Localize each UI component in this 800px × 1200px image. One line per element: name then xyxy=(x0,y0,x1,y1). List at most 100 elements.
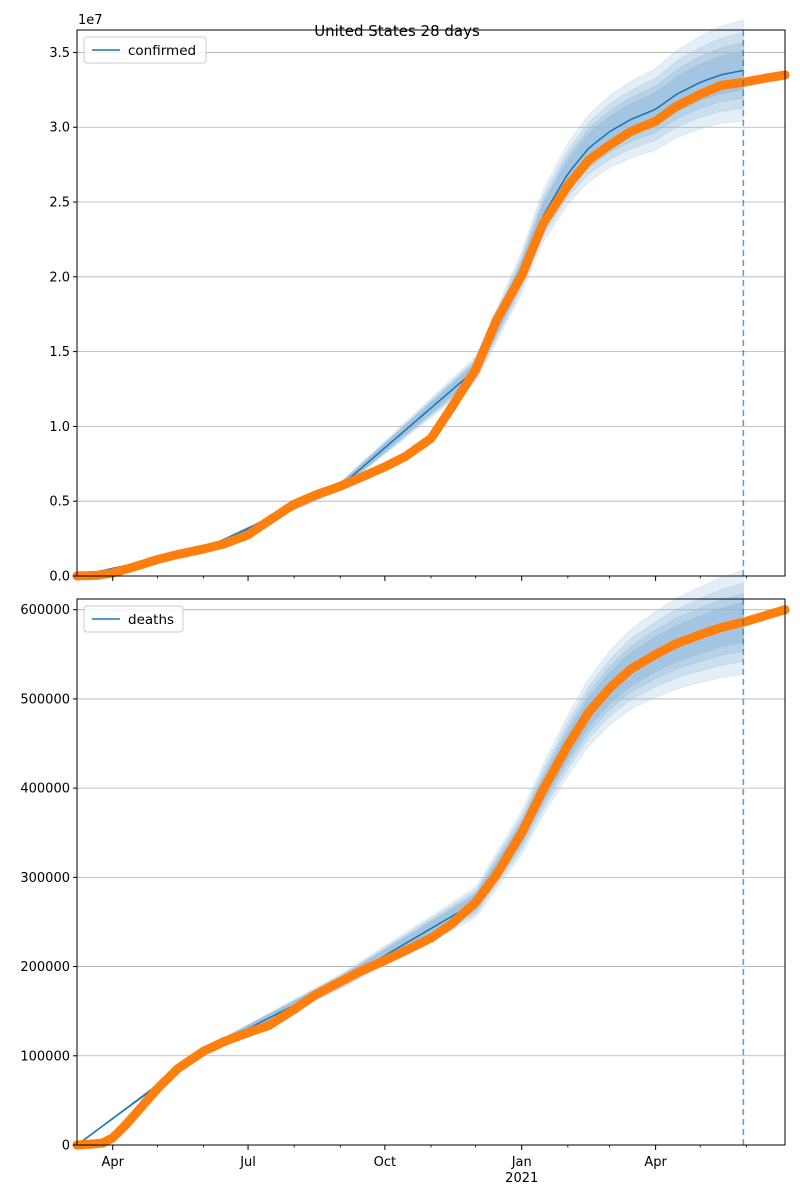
observed-point xyxy=(97,1138,107,1148)
observed-point xyxy=(538,786,548,796)
observed-point xyxy=(671,101,681,111)
observed-point xyxy=(152,555,162,565)
observed-point xyxy=(762,73,772,83)
legend-box xyxy=(83,36,207,64)
confirmed-panel: 0.0 0.5 1.0 1.5 2.0 2.5 3.0 3.5 1e7 confirmed xyxy=(49,13,790,585)
observed-point xyxy=(289,499,299,509)
observed-point xyxy=(243,530,253,540)
y-tick-label: 300000 xyxy=(20,871,70,886)
observed-point xyxy=(651,649,661,659)
legend-label-deaths: deaths xyxy=(128,612,174,628)
legend-box xyxy=(83,605,184,633)
observed-point xyxy=(173,549,183,559)
observed-point xyxy=(426,933,436,943)
observed-point xyxy=(310,490,320,500)
observed-point xyxy=(695,630,705,640)
observed-point xyxy=(625,664,635,674)
y-tick-label: 100000 xyxy=(20,1049,70,1064)
y-tick-label: 0.5 xyxy=(49,495,70,510)
observed-point xyxy=(517,828,527,838)
series-layer xyxy=(72,69,790,581)
observed-point xyxy=(108,1133,118,1143)
observed-point xyxy=(491,315,501,325)
y-offset-label: 1e7 xyxy=(78,13,103,28)
figure-title: United States 28 days xyxy=(314,22,480,40)
observed-point xyxy=(563,740,573,750)
y-tick-label: 2.5 xyxy=(49,196,70,211)
observed-point xyxy=(264,516,274,526)
observed-point xyxy=(584,155,594,165)
observed-point xyxy=(129,562,139,572)
x-tick-label: Apr xyxy=(644,1155,667,1170)
observed-point xyxy=(604,683,614,693)
observed-point xyxy=(380,462,390,472)
y-ticks: 0.0 0.5 1.0 1.5 2.0 2.5 3.0 3.5 xyxy=(49,46,77,585)
observed-point xyxy=(604,140,614,150)
x-tick-sublabel: 2021 xyxy=(505,1171,538,1186)
y-tick-label: 0 xyxy=(62,1139,70,1154)
x-ticks xyxy=(112,576,747,581)
observed-point xyxy=(243,1028,253,1038)
y-tick-label: 0.0 xyxy=(49,570,70,585)
observed-point xyxy=(584,707,594,717)
observed-point xyxy=(447,919,457,929)
observed-point xyxy=(625,127,635,137)
observed-point xyxy=(219,539,229,549)
observed-point xyxy=(198,1046,208,1056)
legend: confirmed xyxy=(83,36,207,64)
observed-point xyxy=(762,610,772,620)
y-tick-label: 1.0 xyxy=(49,420,70,435)
observed-point xyxy=(310,990,320,1000)
observed-point xyxy=(93,570,103,580)
y-tick-label: 400000 xyxy=(20,782,70,797)
y-tick-label: 3.5 xyxy=(49,46,70,61)
observed-point xyxy=(426,433,436,443)
observed-point xyxy=(447,402,457,412)
observed-point xyxy=(264,1020,274,1030)
legend: deaths xyxy=(83,605,184,633)
observed-point xyxy=(401,946,411,956)
observed-point xyxy=(471,897,481,907)
y-tick-label: 200000 xyxy=(20,960,70,975)
series-layer xyxy=(72,605,790,1150)
observed-point xyxy=(152,1084,162,1094)
observed-point xyxy=(108,568,118,578)
observed-point xyxy=(401,451,411,461)
y-tick-label: 600000 xyxy=(20,603,70,618)
observed-point xyxy=(491,870,501,880)
observed-point xyxy=(471,365,481,375)
observed-point xyxy=(173,1063,183,1073)
y-tick-label: 1.5 xyxy=(49,345,70,360)
legend-label-confirmed: confirmed xyxy=(128,43,196,59)
y-tick-label: 2.0 xyxy=(49,270,70,285)
observed-point xyxy=(716,80,726,90)
observed-point xyxy=(563,181,573,191)
y-tick-label: 3.0 xyxy=(49,121,70,136)
x-tick-label: Jul xyxy=(239,1155,256,1170)
observed-point xyxy=(335,481,345,491)
x-tick-label: Jan xyxy=(511,1155,532,1170)
observed-point xyxy=(356,966,366,976)
y-ticks: 0 100000 200000 300000 400000 500000 600000 xyxy=(20,603,77,1154)
observed-point xyxy=(356,472,366,482)
observed-point xyxy=(651,116,661,126)
deaths-panel: 0 100000 200000 300000 400000 500000 600000 Ap… xyxy=(20,569,790,1186)
x-tick-label: Oct xyxy=(374,1155,396,1170)
observed-point xyxy=(335,977,345,987)
observed-point xyxy=(289,1004,299,1014)
observed-point xyxy=(716,623,726,633)
x-tick-label: Apr xyxy=(101,1155,124,1170)
observed-point xyxy=(538,219,548,229)
observed-point xyxy=(219,1037,229,1047)
observed-point xyxy=(517,270,527,280)
observed-point xyxy=(671,639,681,649)
observed-point xyxy=(121,1119,131,1129)
y-tick-label: 500000 xyxy=(20,692,70,707)
observed-point xyxy=(380,955,390,965)
observed-point xyxy=(136,1103,146,1113)
observed-point xyxy=(198,544,208,554)
observed-point xyxy=(695,89,705,99)
